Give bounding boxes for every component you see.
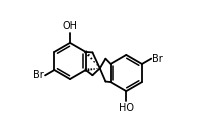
- Text: OH: OH: [62, 21, 77, 31]
- Text: HO: HO: [118, 103, 133, 113]
- Text: Br: Br: [152, 54, 162, 64]
- Text: Br: Br: [33, 70, 44, 80]
